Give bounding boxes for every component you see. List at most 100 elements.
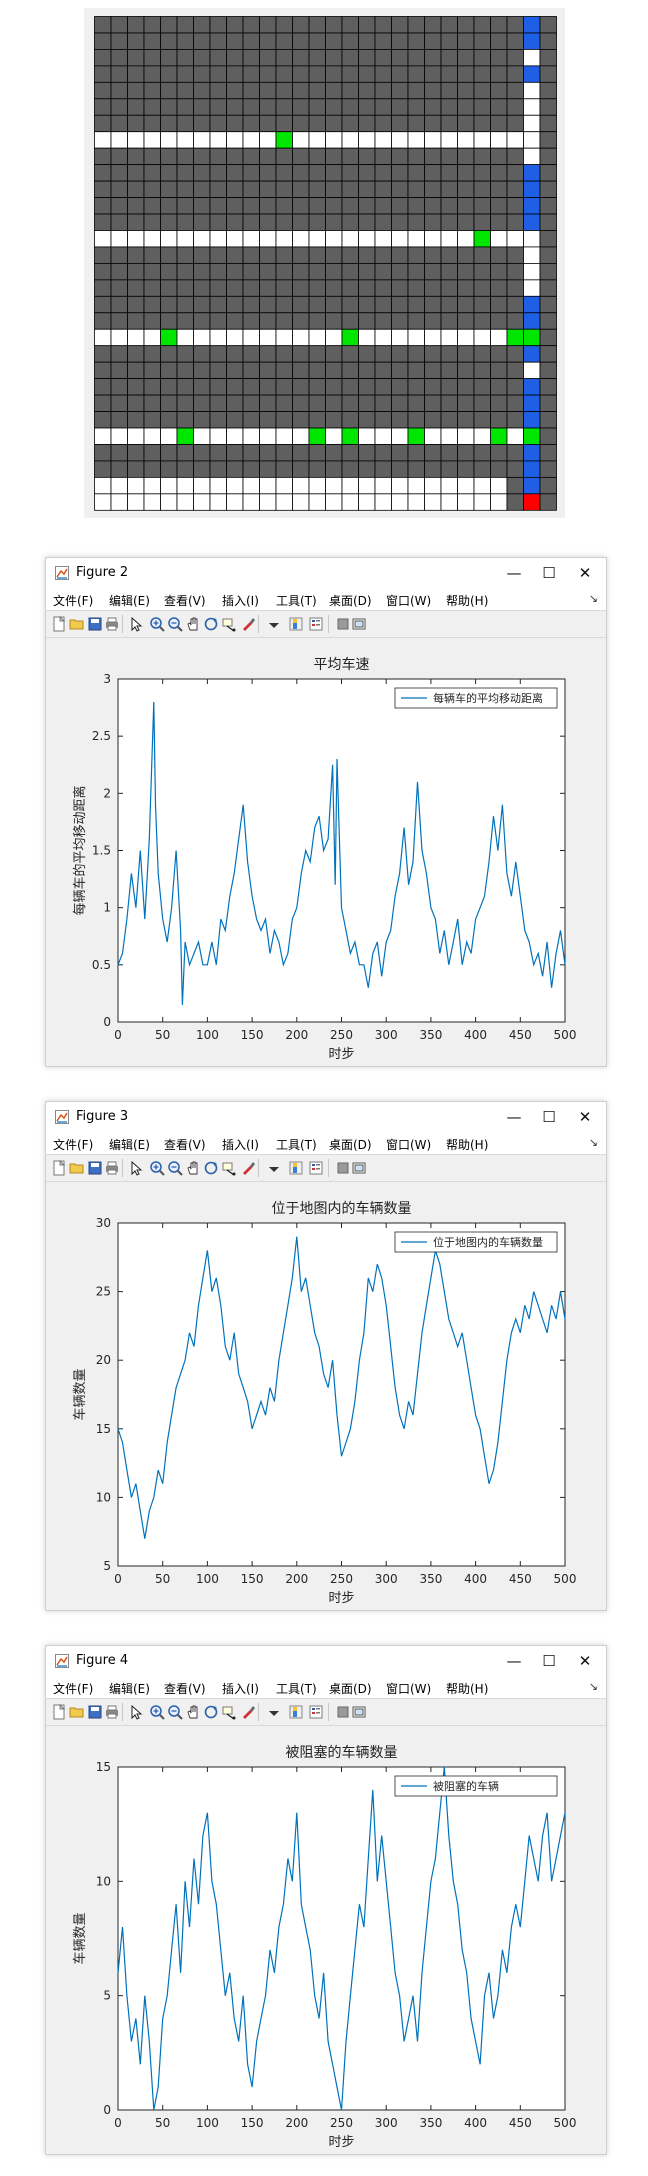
open-folder-icon[interactable] [69, 616, 85, 632]
colorbar-icon[interactable] [288, 616, 304, 632]
pointer-icon[interactable] [128, 1160, 144, 1176]
legend-icon[interactable] [308, 1160, 324, 1176]
menu-window[interactable]: 窗口(W) [386, 1138, 432, 1152]
maximize-button[interactable]: ☐ [542, 1652, 556, 1670]
zoom-in-icon[interactable] [149, 1160, 165, 1176]
menu-collapse-arrow-icon[interactable]: ↘ [588, 592, 598, 605]
x-tick-label: 50 [155, 1028, 170, 1042]
grid-cell [176, 65, 194, 83]
new-file-icon[interactable] [51, 1160, 67, 1176]
hide-plot-tools-icon[interactable] [335, 1704, 351, 1720]
pointer-icon[interactable] [128, 1704, 144, 1720]
minimize-button[interactable]: — [506, 1108, 522, 1126]
menu-desktop[interactable]: 桌面(D) [329, 1682, 372, 1696]
maximize-button[interactable]: ☐ [542, 1108, 556, 1126]
show-plot-tools-icon[interactable] [351, 1704, 367, 1720]
menu-collapse-arrow-icon[interactable]: ↘ [588, 1136, 598, 1149]
grid-cell [209, 230, 227, 248]
close-button[interactable]: ✕ [578, 1652, 592, 1670]
menu-window[interactable]: 窗口(W) [386, 1682, 432, 1696]
save-icon[interactable] [87, 1160, 103, 1176]
menu-help[interactable]: 帮助(H) [446, 1138, 489, 1152]
link-icon[interactable] [266, 1160, 282, 1176]
hide-plot-tools-icon[interactable] [335, 1160, 351, 1176]
grid-cell [424, 180, 442, 198]
close-button[interactable]: ✕ [578, 564, 592, 582]
menu-help[interactable]: 帮助(H) [446, 594, 489, 608]
save-icon[interactable] [87, 616, 103, 632]
menu-edit[interactable]: 编辑(E) [109, 1138, 150, 1152]
rotate-icon[interactable] [203, 1704, 219, 1720]
save-icon[interactable] [87, 1704, 103, 1720]
grid-cell [176, 361, 194, 380]
data-cursor-icon[interactable] [221, 1704, 237, 1720]
new-file-icon[interactable] [51, 1704, 67, 1720]
menu-insert[interactable]: 插入(I) [222, 1682, 259, 1696]
legend-box[interactable] [394, 1231, 558, 1253]
pan-icon[interactable] [185, 1704, 201, 1720]
menu-desktop[interactable]: 桌面(D) [329, 1138, 372, 1152]
car-cell-blue [523, 476, 541, 495]
pan-icon[interactable] [185, 1160, 201, 1176]
maximize-button[interactable]: ☐ [542, 564, 556, 582]
grid-cell [127, 81, 145, 100]
colorbar-icon[interactable] [288, 1704, 304, 1720]
menu-window[interactable]: 窗口(W) [386, 594, 432, 608]
menu-tools[interactable]: 工具(T) [276, 594, 317, 608]
grid-cell [506, 279, 524, 297]
menu-tools[interactable]: 工具(T) [276, 1682, 317, 1696]
grid-cell [473, 361, 491, 380]
link-icon[interactable] [266, 616, 282, 632]
menu-file[interactable]: 文件(F) [53, 594, 94, 608]
grid-cell [490, 164, 508, 182]
menu-tools[interactable]: 工具(T) [276, 1138, 317, 1152]
grid-cell [143, 32, 161, 50]
menu-file[interactable]: 文件(F) [53, 1138, 94, 1152]
zoom-out-icon[interactable] [167, 616, 183, 632]
menu-collapse-arrow-icon[interactable]: ↘ [588, 1680, 598, 1693]
data-cursor-icon[interactable] [221, 1160, 237, 1176]
minimize-button[interactable]: — [506, 1652, 522, 1670]
menu-help[interactable]: 帮助(H) [446, 1682, 489, 1696]
link-icon[interactable] [266, 1704, 282, 1720]
legend-box[interactable] [394, 687, 558, 709]
print-icon[interactable] [104, 1160, 120, 1176]
brush-icon[interactable] [240, 616, 256, 632]
grid-cell [457, 164, 475, 182]
pan-icon[interactable] [185, 616, 201, 632]
menu-edit[interactable]: 编辑(E) [109, 594, 150, 608]
show-plot-tools-icon[interactable] [351, 616, 367, 632]
rotate-icon[interactable] [203, 1160, 219, 1176]
menu-file[interactable]: 文件(F) [53, 1682, 94, 1696]
open-folder-icon[interactable] [69, 1160, 85, 1176]
hide-plot-tools-icon[interactable] [335, 616, 351, 632]
print-icon[interactable] [104, 1704, 120, 1720]
rotate-icon[interactable] [203, 616, 219, 632]
minimize-button[interactable]: — [506, 564, 522, 582]
show-plot-tools-icon[interactable] [351, 1160, 367, 1176]
menu-view[interactable]: 查看(V) [164, 1138, 206, 1152]
menu-insert[interactable]: 插入(I) [222, 1138, 259, 1152]
menu-desktop[interactable]: 桌面(D) [329, 594, 372, 608]
legend-box[interactable] [394, 1775, 558, 1797]
zoom-out-icon[interactable] [167, 1704, 183, 1720]
zoom-in-icon[interactable] [149, 616, 165, 632]
grid-cell [176, 378, 194, 396]
legend-icon[interactable] [308, 1704, 324, 1720]
open-folder-icon[interactable] [69, 1704, 85, 1720]
pointer-icon[interactable] [128, 616, 144, 632]
zoom-out-icon[interactable] [167, 1160, 183, 1176]
new-file-icon[interactable] [51, 616, 67, 632]
colorbar-icon[interactable] [288, 1160, 304, 1176]
brush-icon[interactable] [240, 1704, 256, 1720]
menu-view[interactable]: 查看(V) [164, 594, 206, 608]
close-button[interactable]: ✕ [578, 1108, 592, 1126]
print-icon[interactable] [104, 616, 120, 632]
menu-view[interactable]: 查看(V) [164, 1682, 206, 1696]
brush-icon[interactable] [240, 1160, 256, 1176]
legend-icon[interactable] [308, 616, 324, 632]
data-cursor-icon[interactable] [221, 616, 237, 632]
menu-insert[interactable]: 插入(I) [222, 594, 259, 608]
zoom-in-icon[interactable] [149, 1704, 165, 1720]
menu-edit[interactable]: 编辑(E) [109, 1682, 150, 1696]
